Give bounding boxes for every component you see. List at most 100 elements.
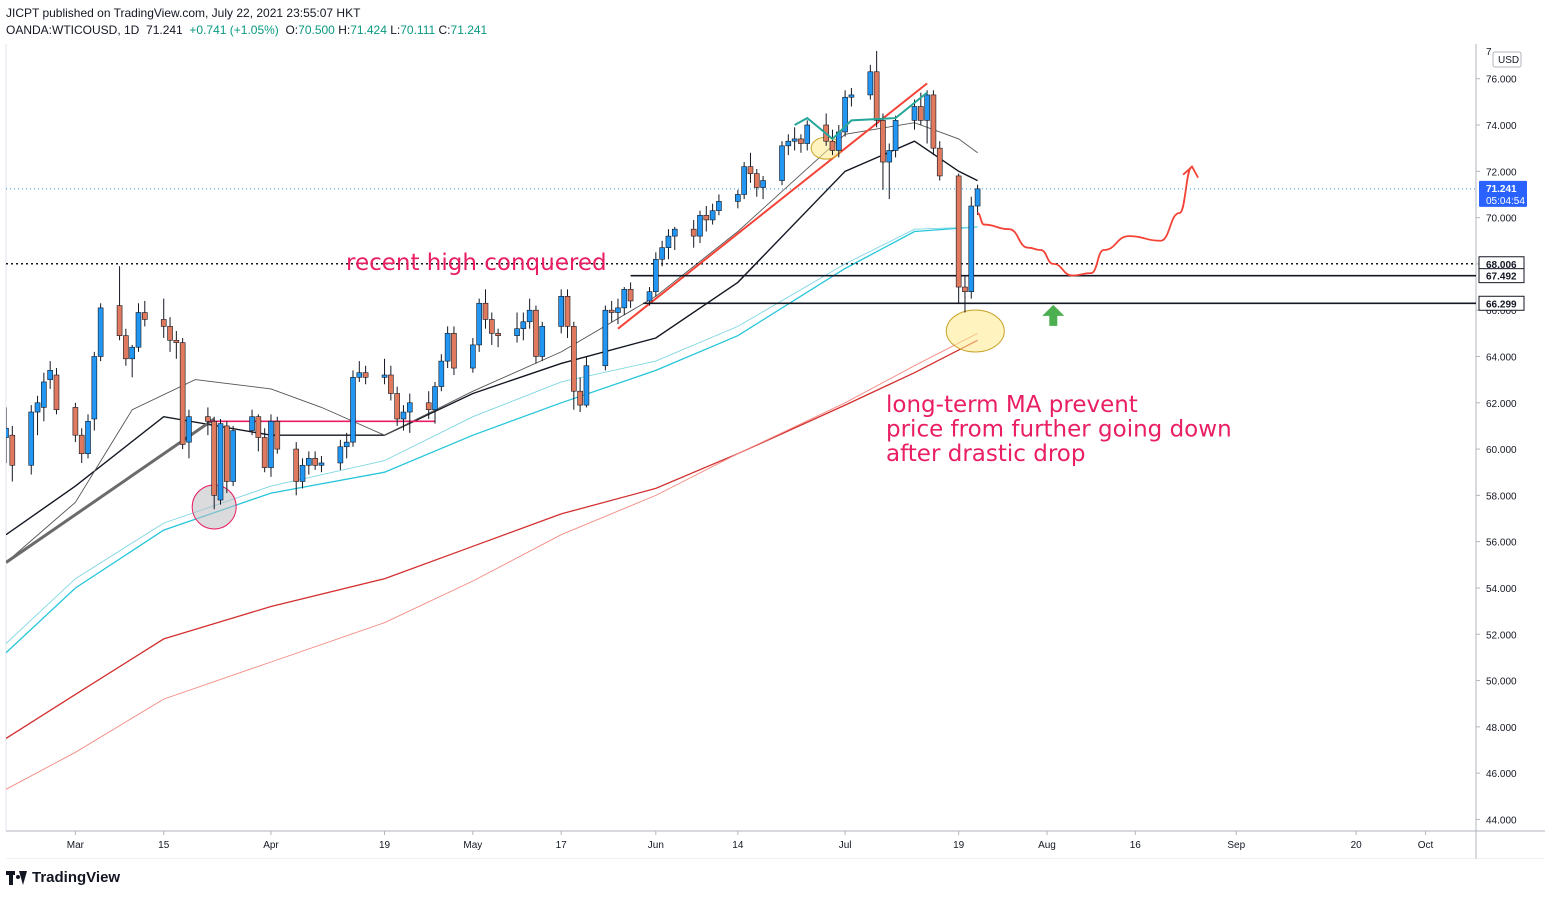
candle-body [627, 289, 634, 302]
current-price-badge [1479, 180, 1527, 207]
moving-average-line [6, 339, 978, 739]
candle [753, 168, 760, 197]
candle [6, 407, 9, 463]
level-price-badge [1478, 295, 1525, 311]
plot-area: recent high conquered long-term MA preven… [6, 50, 1476, 790]
currency-badge [1492, 51, 1522, 68]
candle-body [936, 147, 943, 177]
candle-body [362, 372, 369, 378]
candle [526, 298, 533, 329]
candle-body [123, 335, 129, 360]
candle [974, 184, 981, 216]
candle-body [85, 420, 91, 455]
candle-body [451, 333, 457, 369]
candle [659, 240, 665, 267]
candle-body [34, 402, 41, 413]
candle-body [716, 201, 722, 211]
moving-average-line [6, 226, 978, 654]
candle [123, 328, 129, 366]
candle [968, 196, 975, 299]
candle-body [602, 309, 609, 367]
candle [160, 298, 167, 338]
candle [785, 134, 792, 156]
high-label: H: [338, 23, 351, 37]
candle-body [41, 381, 47, 408]
candle [451, 326, 457, 376]
price-change: +0.741 (+1.05%) [189, 23, 279, 37]
time-tick-label: 17 [556, 840, 568, 851]
projection-arrowhead [1182, 165, 1199, 179]
candle-body [343, 441, 350, 448]
candle [400, 405, 407, 431]
annotation-text: recent high conquered [346, 250, 607, 276]
candle [28, 405, 35, 475]
candle [798, 134, 804, 153]
candle-body [526, 309, 533, 323]
candle-body [779, 145, 785, 181]
candle-body [621, 289, 628, 309]
brand-label: TradingView [32, 869, 121, 886]
candle [571, 321, 577, 410]
candle [299, 458, 306, 489]
candle-body [571, 326, 577, 392]
candle-body [406, 402, 413, 413]
candle-body [842, 96, 848, 133]
candle-body [665, 235, 672, 248]
published-line: JICPT published on TradingView.com, July… [6, 6, 361, 20]
candle-body [186, 416, 192, 443]
candle [936, 141, 943, 181]
moving-average-line [6, 332, 978, 790]
currency-label: USD [1498, 55, 1519, 66]
candle-body [167, 326, 173, 341]
candle [804, 120, 811, 151]
current-price-label: 71.241 [1486, 184, 1517, 195]
candle-body [173, 339, 180, 343]
candle-body [91, 356, 98, 420]
candle [665, 229, 672, 260]
candle-body [394, 393, 400, 420]
tradingview-brand[interactable]: TradingView [6, 869, 120, 886]
price-tick-label: 58.000 [1486, 491, 1517, 502]
candle [255, 414, 262, 452]
candle [97, 303, 104, 362]
time-tick-label: Apr [263, 840, 279, 851]
candle [337, 439, 344, 470]
candle-body [312, 458, 318, 466]
candle-body [135, 312, 142, 348]
candle-body [249, 416, 255, 431]
candle-body [962, 286, 968, 292]
time-tick-label: 19 [953, 840, 965, 851]
open-label: O: [285, 23, 299, 37]
candle [558, 289, 564, 334]
price-tick-label: 76.000 [1486, 75, 1517, 86]
candle [577, 377, 583, 413]
candle-body [230, 430, 236, 482]
candle [779, 141, 785, 186]
candle [85, 414, 91, 459]
candle-body [444, 333, 451, 362]
candle [293, 442, 300, 496]
candle [886, 143, 893, 200]
candle-body [6, 427, 9, 438]
candle-body [533, 309, 539, 357]
candle-body [911, 106, 918, 121]
candle [848, 87, 855, 107]
open-value: 70.500 [298, 23, 335, 37]
candle [306, 451, 312, 475]
candle-body [488, 319, 495, 334]
candle-body [697, 214, 703, 237]
candle-body [709, 210, 716, 221]
candle-body [388, 374, 394, 394]
candle-body [470, 344, 476, 369]
candle-body [659, 247, 665, 260]
green-up-arrow [1042, 304, 1065, 326]
price-tick-label: 48.000 [1486, 723, 1517, 734]
candle-body [116, 305, 123, 336]
candle-body [886, 150, 893, 163]
annotation-text-line: long-term MA prevent [886, 392, 1138, 418]
candle [760, 175, 766, 200]
candle-body [798, 138, 804, 144]
candle-body [760, 180, 766, 188]
candle-body [690, 228, 697, 237]
